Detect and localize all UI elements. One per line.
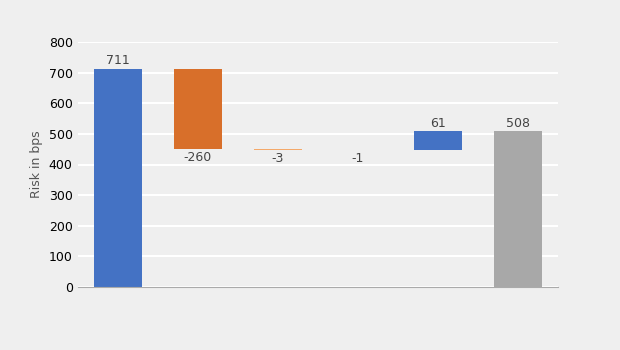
Text: 711: 711 — [105, 54, 130, 68]
Text: -1: -1 — [352, 152, 364, 165]
Text: -260: -260 — [184, 151, 212, 164]
Bar — [494, 131, 542, 287]
Text: -3: -3 — [272, 152, 284, 164]
Bar — [174, 69, 222, 149]
Bar — [254, 149, 302, 150]
Text: 61: 61 — [430, 117, 446, 130]
Bar — [94, 69, 141, 287]
Text: 508: 508 — [506, 117, 530, 130]
Y-axis label: Risk in bps: Risk in bps — [30, 131, 43, 198]
Bar — [414, 131, 462, 150]
